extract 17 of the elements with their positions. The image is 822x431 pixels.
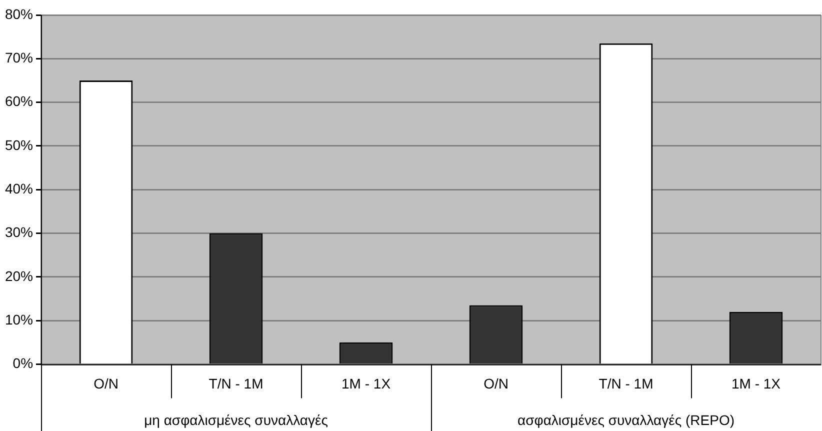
x-tick-label: 1M - 1X <box>731 375 782 392</box>
x-tick-label: 1M - 1X <box>342 375 392 392</box>
x-tick-label: T/N - 1M <box>208 375 264 392</box>
y-tick-label: 70% <box>4 50 34 66</box>
y-tick-label: 10% <box>4 311 34 328</box>
y-tick-label: 30% <box>4 224 34 240</box>
x-tick-label: T/N - 1M <box>598 375 654 392</box>
y-tick-label: 60% <box>4 93 34 110</box>
y-tick-label: 40% <box>4 180 34 196</box>
y-tick-label: 80% <box>4 6 34 22</box>
x-tick-label: O/N <box>94 375 118 392</box>
y-tick-label: 20% <box>4 268 34 284</box>
y-tick-label: 0% <box>12 355 34 372</box>
text: μη ασφαλισμένες συναλλαγές <box>144 412 328 428</box>
y-tick-label: 50% <box>4 136 34 153</box>
x-tick-label: O/N <box>484 375 508 392</box>
text: ασφαλισμένες συναλλαγές (REPO) <box>518 412 735 428</box>
